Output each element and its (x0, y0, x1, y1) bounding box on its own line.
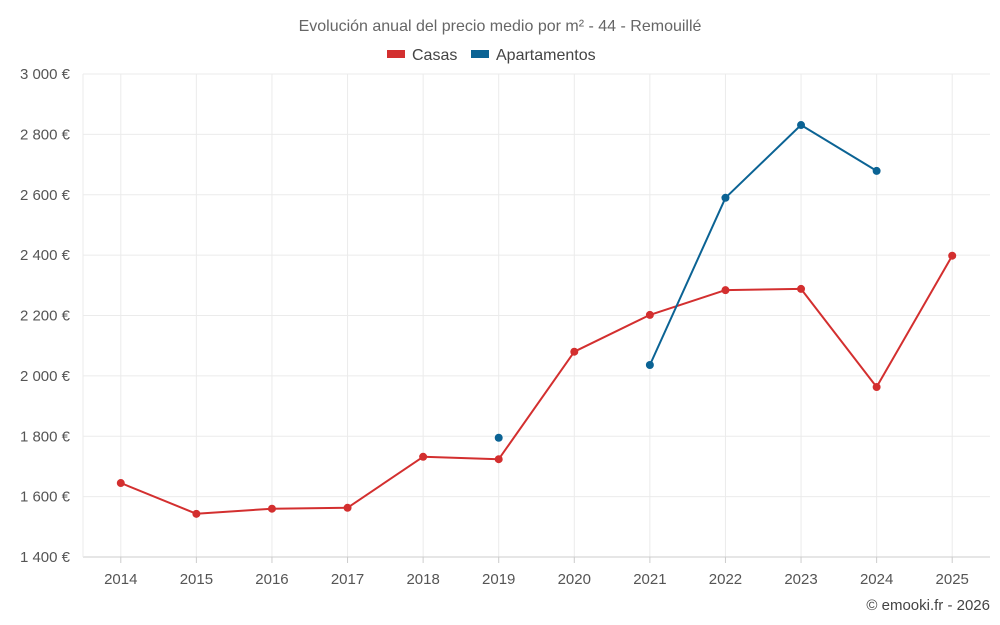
y-tick-label: 2 600 € (20, 187, 71, 204)
x-tick-label: 2016 (255, 571, 288, 588)
legend-swatch-apartamentos (471, 50, 489, 58)
data-point-apartamentos[interactable] (494, 433, 503, 442)
x-tick-label: 2023 (784, 571, 817, 588)
x-tick-label: 2020 (558, 571, 591, 588)
legend: Casas Apartamentos (387, 47, 596, 64)
data-point-apartamentos[interactable] (872, 166, 881, 175)
y-tick-label: 2 800 € (20, 126, 71, 143)
data-point-apartamentos[interactable] (721, 193, 730, 202)
data-point-casas[interactable] (721, 286, 730, 295)
chart-title: Evolución anual del precio medio por m² … (299, 18, 702, 35)
x-tick-label: 2022 (709, 571, 742, 588)
data-point-casas[interactable] (267, 504, 276, 513)
data-point-casas[interactable] (116, 479, 125, 488)
x-tick-label: 2024 (860, 571, 893, 588)
x-tick-label: 2015 (180, 571, 213, 588)
y-tick-label: 2 200 € (20, 308, 71, 325)
credit-text: © emooki.fr - 2026 (866, 597, 990, 614)
data-point-apartamentos[interactable] (797, 121, 806, 130)
data-point-casas[interactable] (343, 503, 352, 512)
legend-swatch-casas (387, 50, 405, 58)
y-tick-label: 2 400 € (20, 247, 71, 264)
series-line-casas (120, 255, 954, 515)
grid (83, 73, 990, 557)
data-point-casas[interactable] (948, 251, 957, 260)
y-tick-label: 1 600 € (20, 489, 71, 506)
data-point-casas[interactable] (419, 452, 428, 461)
data-point-casas[interactable] (192, 509, 201, 518)
y-tick-label: 3 000 € (20, 66, 71, 83)
y-tick-label: 2 000 € (20, 368, 71, 385)
data-point-apartamentos[interactable] (645, 361, 654, 370)
x-tick-label: 2019 (482, 571, 515, 588)
legend-item-casas[interactable]: Casas (387, 47, 457, 64)
x-tick-label: 2014 (104, 571, 137, 588)
series-casas (116, 251, 957, 518)
legend-label-apartamentos: Apartamentos (496, 47, 596, 64)
data-point-casas[interactable] (872, 383, 881, 392)
legend-item-apartamentos[interactable]: Apartamentos (471, 47, 596, 64)
x-tick-label: 2018 (406, 571, 439, 588)
y-tick-label: 1 400 € (20, 549, 71, 566)
series-line-apartamentos (648, 124, 878, 366)
legend-label-casas: Casas (412, 47, 457, 64)
x-tick-label: 2021 (633, 571, 666, 588)
y-tick-label: 1 800 € (20, 428, 71, 445)
series-apartamentos (494, 121, 881, 442)
series (116, 121, 957, 518)
data-point-casas[interactable] (570, 347, 579, 356)
data-point-casas[interactable] (645, 310, 654, 319)
x-tick-label: 2025 (936, 571, 969, 588)
x-tick-label: 2017 (331, 571, 364, 588)
data-point-casas[interactable] (797, 284, 806, 293)
data-point-casas[interactable] (494, 455, 503, 464)
axes: 1 400 € 1 600 € 1 800 € 2 000 € 2 200 € 2 400… (20, 66, 990, 588)
